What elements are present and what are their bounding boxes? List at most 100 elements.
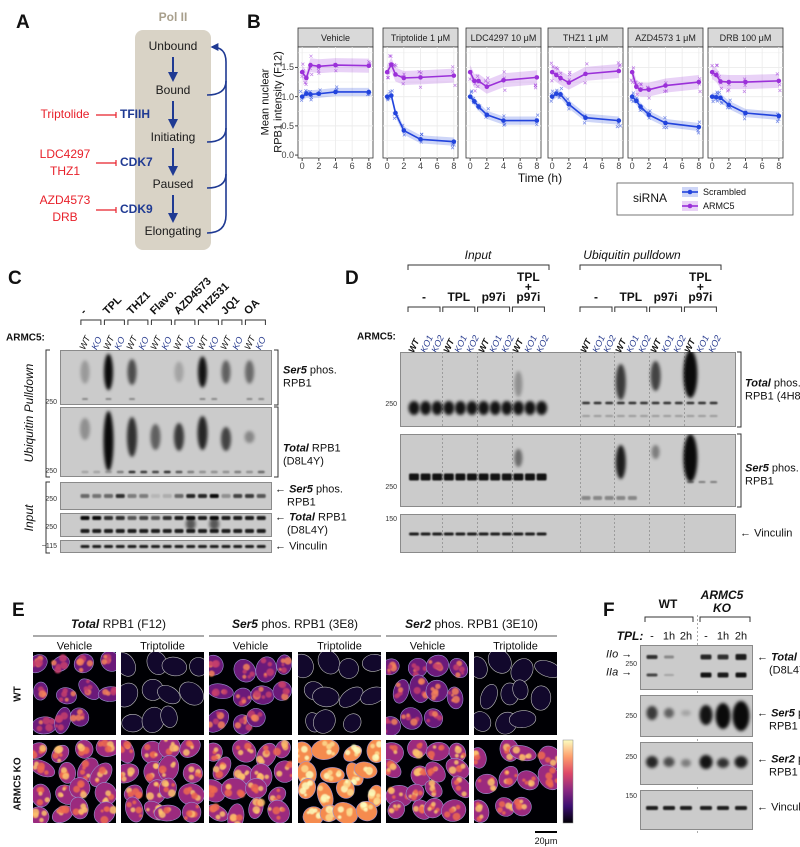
blot-label-d-ser5: Ser5 phos. RPB1: [745, 462, 799, 487]
band: [92, 516, 102, 520]
replicate-point: [450, 69, 455, 74]
nuclear-speckle: [101, 658, 108, 665]
nuclear-speckle: [152, 763, 159, 769]
nucleus: [209, 708, 230, 733]
image-group-title: Total RPB1 (F12): [71, 617, 166, 632]
nuclear-speckle: [135, 792, 142, 799]
nucleus: [338, 686, 364, 708]
nuclear-speckle: [413, 805, 420, 812]
replicate-point: [476, 84, 480, 89]
nuclear-speckle: [398, 792, 403, 797]
band: [129, 398, 135, 400]
band: [680, 806, 692, 810]
nucleus: [123, 784, 143, 802]
data-point-scrambled: [401, 128, 407, 133]
nucleus: [182, 763, 203, 784]
replicate-point: [715, 63, 719, 68]
replicate-point: [618, 124, 623, 128]
blot-label-f-ser2-bold: Ser2: [771, 753, 795, 766]
replicate-point: [742, 117, 747, 121]
replicate-point: [775, 72, 780, 76]
band: [233, 545, 243, 548]
nuclear-speckle: [75, 714, 82, 721]
replicate-point: [615, 124, 620, 129]
nuclear-speckle: [79, 769, 86, 775]
nuclear-speckle: [457, 765, 461, 769]
mw-marker: 250: [625, 753, 637, 761]
nuclear-speckle: [444, 811, 451, 818]
nucleus: [255, 656, 277, 683]
blot-label-c-input-total-line2: (D8L4Y): [287, 524, 328, 536]
data-point-armc5: [549, 69, 555, 75]
nuclear-speckle: [144, 744, 151, 751]
nucleus: [298, 778, 316, 800]
nuclear-speckle: [438, 744, 445, 751]
smear: [197, 416, 208, 450]
nucleus: [141, 740, 164, 764]
data-point-scrambled: [389, 93, 394, 98]
nuclear-speckle: [427, 769, 432, 774]
smear: [524, 401, 536, 415]
nucleus-outline: [189, 657, 204, 677]
band: [536, 532, 547, 536]
blot-label-d-ser5-line2: RPB1: [745, 475, 774, 487]
target-label: TFIIH: [120, 107, 150, 122]
nuclear-speckle: [114, 687, 116, 693]
band: [443, 473, 454, 481]
data-point-armc5: [476, 78, 481, 84]
nuclear-speckle: [39, 744, 47, 752]
x-tick-label: 8: [696, 160, 702, 171]
panel-letter-c: C: [8, 268, 22, 289]
replicate-point: [567, 107, 571, 111]
band: [198, 494, 207, 498]
band: [80, 545, 90, 548]
nuclear-speckle: [555, 755, 557, 761]
nuclear-speckle: [60, 767, 68, 774]
replicate-point: [631, 66, 636, 70]
nuclear-speckle: [549, 767, 556, 774]
smear: [244, 431, 255, 443]
legend-key-point: [687, 203, 693, 209]
nuclear-speckle: [490, 785, 497, 792]
nuclear-speckle: [215, 770, 224, 779]
smear: [420, 401, 432, 415]
replicate-point: [743, 83, 747, 88]
band: [127, 516, 137, 520]
data-point-scrambled: [629, 94, 635, 99]
nucleus: [209, 803, 229, 822]
replicate-point: [419, 71, 423, 75]
nuclear-speckle: [365, 767, 373, 775]
blot-label-c-vinculin: ← Vinculin: [275, 541, 327, 554]
blot-label-c-input-ser5: ← Ser5 phos. RPB1: [275, 483, 343, 508]
microscopy-image: [298, 740, 381, 823]
replicate-point: [742, 89, 747, 94]
y-tick-label: 0.0: [281, 149, 294, 160]
nuclear-speckle: [37, 762, 45, 771]
nuclear-speckle: [247, 695, 252, 700]
scale-bar-label: 20μm: [534, 835, 558, 846]
nuclear-speckle: [48, 718, 55, 725]
nucleus: [423, 708, 443, 728]
data-point-armc5: [709, 69, 715, 75]
nuclear-speckle: [144, 753, 149, 758]
band: [209, 494, 219, 498]
condition-label: Vehicle: [409, 640, 446, 653]
band: [151, 516, 160, 520]
nuclear-speckle: [303, 793, 307, 797]
nucleus: [209, 742, 223, 762]
replicate-point: [775, 119, 780, 124]
replicate-point: [318, 88, 322, 92]
nuclear-speckle: [60, 712, 68, 720]
group-label: -: [422, 290, 426, 305]
nuclear-speckle: [247, 674, 252, 679]
nucleus-outline: [161, 656, 187, 677]
drug-label: Triptolide: [40, 107, 90, 122]
smear: [683, 352, 698, 398]
smear: [514, 371, 523, 397]
mw-marker: 250: [45, 523, 57, 531]
nuclear-speckle: [289, 773, 292, 778]
smear: [699, 705, 713, 725]
data-point-scrambled: [616, 118, 622, 123]
data-point-scrambled: [393, 110, 398, 116]
nuclear-speckle: [432, 789, 437, 794]
